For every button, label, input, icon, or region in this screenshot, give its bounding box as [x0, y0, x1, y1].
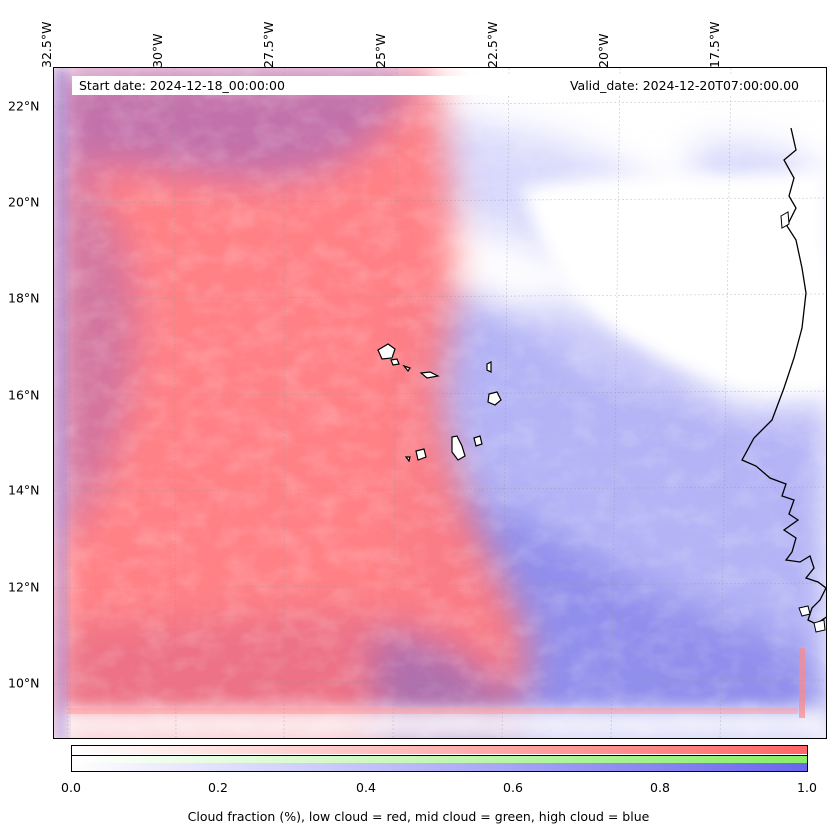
lat-label-18n: 18°N [8, 290, 40, 306]
lat-label-10n: 10°N [8, 675, 40, 691]
colorbar-tick-0-8: 0.8 [650, 780, 670, 795]
colorbar-tick-0-4: 0.4 [356, 780, 376, 795]
colorbar-low-cloud [72, 746, 807, 754]
lat-label-14n: 14°N [8, 482, 40, 498]
colorbar [71, 745, 808, 772]
african-coastline [741, 127, 826, 625]
lon-label-30w: 30°W [150, 33, 165, 68]
lon-label-20w: 20°W [596, 33, 611, 68]
cape-verde-islands [377, 343, 502, 463]
cloud-fraction-map [53, 67, 827, 739]
lon-label-22-5w: 22.5°W [485, 21, 500, 68]
date-info-bar: Start date: 2024-12-18_00:00:00 Valid_da… [72, 76, 807, 95]
colorbar-tick-0-2: 0.2 [208, 780, 228, 795]
lat-label-16n: 16°N [8, 387, 40, 403]
lat-label-20n: 20°N [8, 194, 40, 210]
colorbar-label: Cloud fraction (%), low cloud = red, mid… [187, 809, 650, 824]
lon-label-25w: 25°W [373, 33, 388, 68]
clear-sky-region [54, 168, 826, 738]
start-date: Start date: 2024-12-18_00:00:00 [79, 78, 285, 93]
lon-label-27-5w: 27.5°W [261, 21, 276, 68]
lat-label-22n: 22°N [8, 98, 40, 114]
colorbar-tick-0-6: 0.6 [503, 780, 523, 795]
valid-date: Valid_date: 2024-12-20T07:00:00.00 [569, 78, 799, 93]
graticule [54, 68, 826, 738]
colorbar-tick-0: 0.0 [61, 780, 81, 795]
colorbar-high-cloud [72, 763, 807, 771]
lon-label-32-5w: 32.5°W [39, 21, 54, 68]
lon-label-17-5w: 17.5°W [707, 21, 722, 68]
colorbar-tick-1: 1.0 [797, 780, 817, 795]
lat-label-12n: 12°N [8, 579, 40, 595]
cloud-field [54, 68, 826, 738]
